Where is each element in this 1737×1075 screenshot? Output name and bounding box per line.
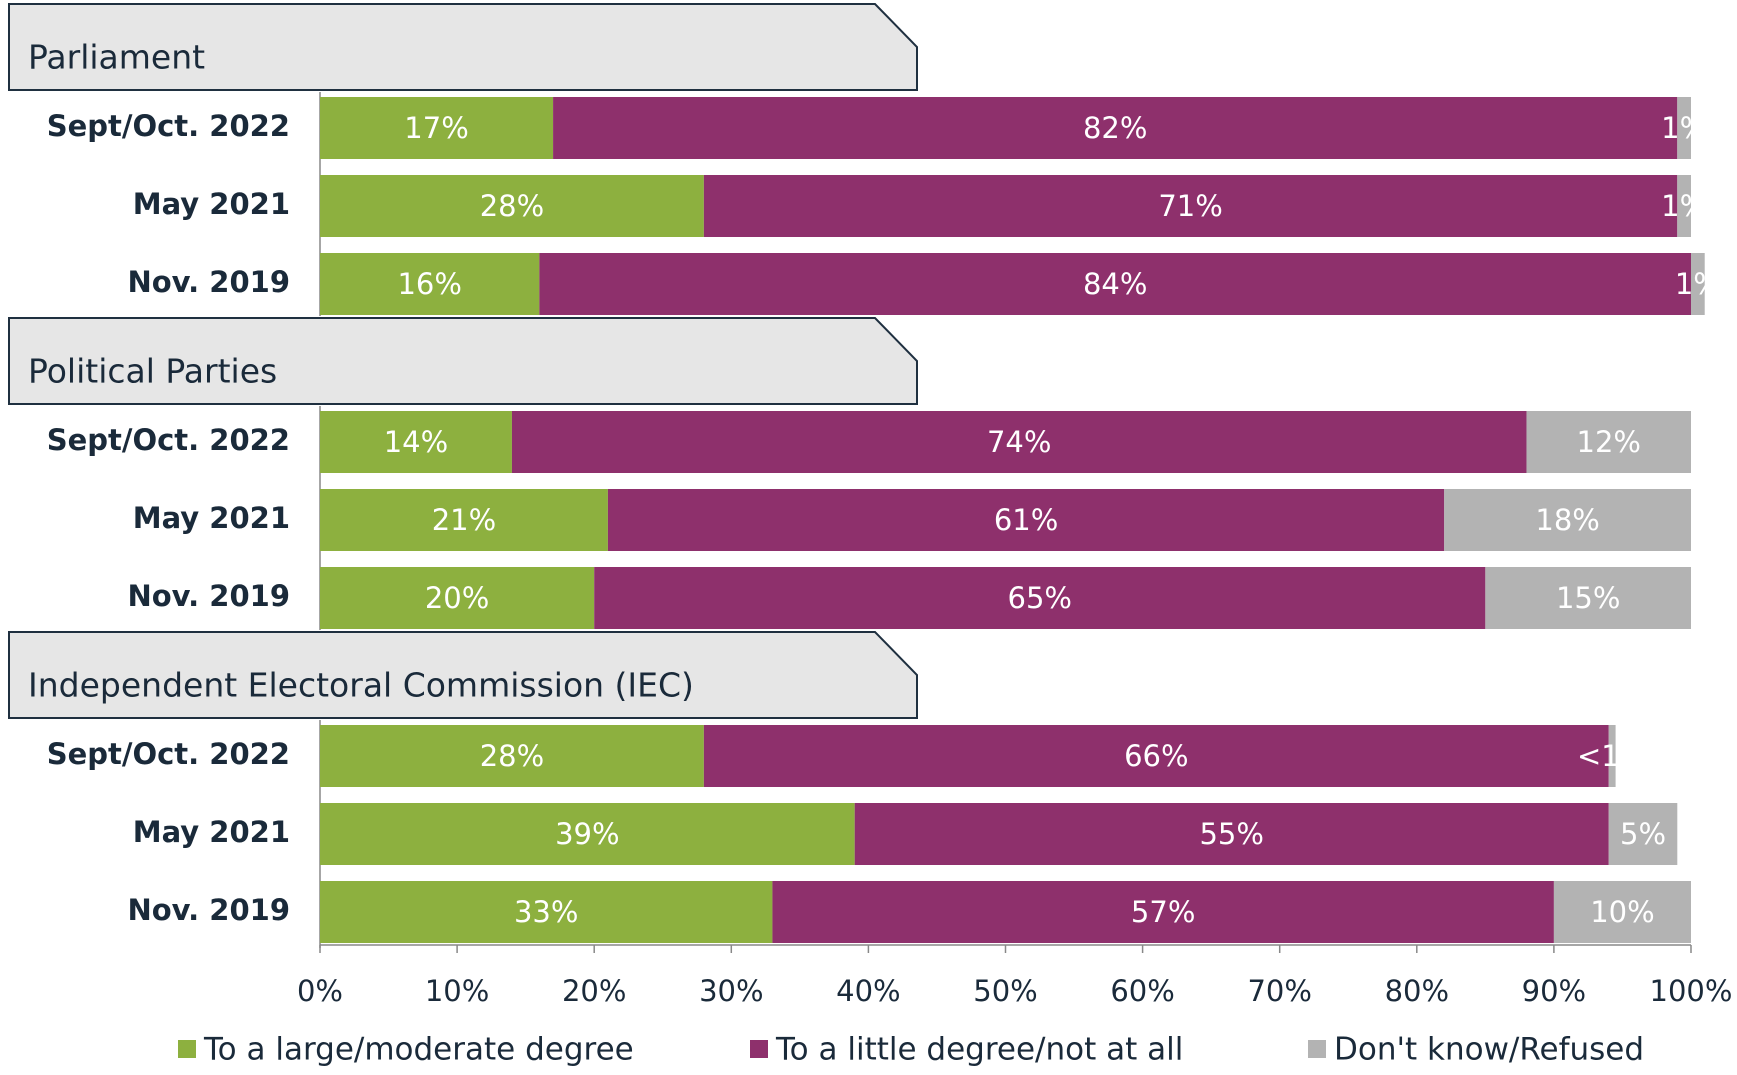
bar-segment [320, 253, 540, 315]
value-label: 82% [1083, 111, 1147, 145]
value-label: 18% [1535, 503, 1599, 537]
bar-segment [1608, 803, 1678, 865]
group-header [8, 3, 918, 91]
category-label: Nov. 2019 [127, 893, 290, 927]
value-label: 15% [1556, 581, 1620, 615]
x-tick-label: 60% [1110, 974, 1174, 1008]
value-label: <1% [1577, 739, 1647, 773]
value-label: 10% [1590, 895, 1654, 929]
x-tick-label: 80% [1385, 974, 1449, 1008]
bar-segment [854, 803, 1609, 865]
legend-swatch [750, 1040, 768, 1058]
value-label: 65% [1008, 581, 1072, 615]
value-label: 84% [1083, 267, 1147, 301]
category-label: Nov. 2019 [127, 265, 290, 299]
value-label: 12% [1577, 425, 1641, 459]
x-tick-label: 50% [973, 974, 1037, 1008]
legend-swatch [178, 1040, 196, 1058]
category-label: Sept/Oct. 2022 [47, 423, 290, 457]
bar-segment [320, 411, 512, 473]
legend-swatch [1308, 1040, 1326, 1058]
bar-segment [1526, 411, 1691, 473]
value-label: 1% [1661, 189, 1707, 223]
group-title: Political Parties [28, 352, 277, 391]
bar-segment [703, 725, 1609, 787]
value-label: 1% [1661, 111, 1707, 145]
bar-segment [1485, 567, 1691, 629]
value-label: 17% [404, 111, 468, 145]
category-label: May 2021 [133, 815, 290, 849]
value-label: 20% [425, 581, 489, 615]
value-label: 1% [1675, 267, 1721, 301]
x-tick-label: 20% [562, 974, 626, 1008]
x-tick-label: 30% [699, 974, 763, 1008]
category-label: May 2021 [133, 501, 290, 535]
value-label: 61% [994, 503, 1058, 537]
category-label: Nov. 2019 [127, 579, 290, 613]
x-tick-label: 10% [425, 974, 489, 1008]
bar-segment [1691, 253, 1705, 315]
category-label: Sept/Oct. 2022 [47, 737, 290, 771]
value-label: 71% [1158, 189, 1222, 223]
bar-segment [320, 725, 704, 787]
value-label: 5% [1620, 817, 1666, 851]
category-label: May 2021 [133, 187, 290, 221]
bar-segment [539, 253, 1691, 315]
value-label: 28% [480, 189, 544, 223]
bar-segment [1608, 725, 1616, 787]
x-tick-label: 70% [1247, 974, 1311, 1008]
x-tick-label: 40% [836, 974, 900, 1008]
value-label: 16% [397, 267, 461, 301]
legend-label: To a little degree/not at all [775, 1032, 1183, 1068]
bar-segment [594, 567, 1486, 629]
x-tick-label: 0% [297, 974, 343, 1008]
bar-segment [607, 489, 1445, 551]
bar-segment [320, 803, 855, 865]
value-label: 66% [1124, 739, 1188, 773]
bar-segment [1444, 489, 1691, 551]
legend-label: To a large/moderate degree [203, 1032, 634, 1068]
x-tick-label: 100% [1650, 974, 1733, 1008]
bar-segment [511, 411, 1527, 473]
bar-segment [320, 881, 773, 943]
bar-segment [703, 175, 1678, 237]
bar-segment [553, 97, 1678, 159]
bar-segment [320, 175, 704, 237]
group-header [8, 631, 918, 719]
x-tick-label: 90% [1522, 974, 1586, 1008]
bar-segment [320, 97, 554, 159]
bar-segment [1677, 175, 1691, 237]
legend-label: Don't know/Refused [1334, 1032, 1644, 1068]
value-label: 21% [432, 503, 496, 537]
value-label: 33% [514, 895, 578, 929]
value-label: 74% [987, 425, 1051, 459]
category-label: Sept/Oct. 2022 [47, 109, 290, 143]
value-label: 39% [555, 817, 619, 851]
group-header [8, 317, 918, 405]
bar-segment [1677, 97, 1691, 159]
bar-segment [320, 567, 595, 629]
group-title: Parliament [28, 38, 205, 77]
bar-segment [1553, 881, 1691, 943]
group-title: Independent Electoral Commission (IEC) [28, 666, 694, 705]
value-label: 28% [480, 739, 544, 773]
value-label: 57% [1131, 895, 1195, 929]
bar-segment [320, 489, 608, 551]
value-label: 14% [384, 425, 448, 459]
value-label: 55% [1199, 817, 1263, 851]
bar-segment [772, 881, 1554, 943]
